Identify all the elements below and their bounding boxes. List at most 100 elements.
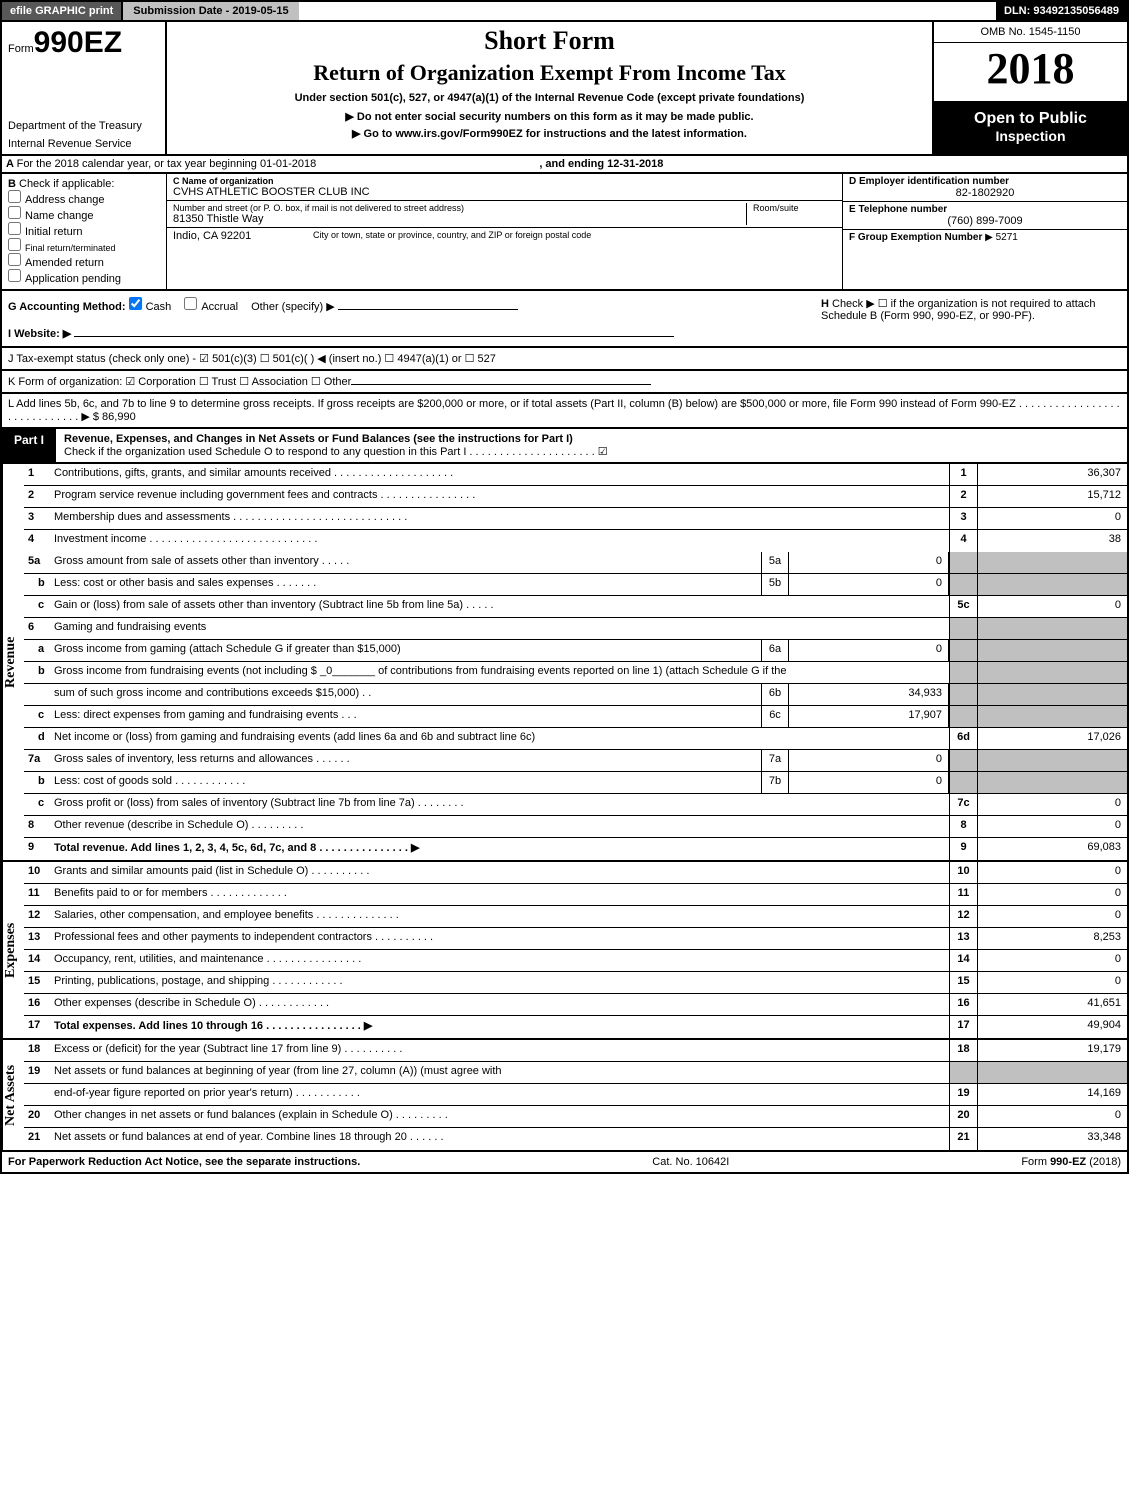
- final-return-label: Final return/terminated: [25, 243, 116, 253]
- line-val: 36,307: [977, 464, 1127, 485]
- efile-print-button[interactable]: efile GRAPHIC print: [2, 2, 123, 20]
- accounting-method-label: G Accounting Method:: [8, 301, 126, 313]
- line-5b-midv: 0: [789, 574, 949, 595]
- line-5a-desc: Gross amount from sale of assets other t…: [52, 552, 761, 573]
- line-6b-num: b: [24, 662, 52, 683]
- shade: [977, 684, 1127, 705]
- gross-receipts-note: L Add lines 5b, 6c, and 7b to line 9 to …: [8, 398, 1120, 423]
- line-rnum: 11: [949, 884, 977, 905]
- part-1-label: Part I: [2, 429, 56, 462]
- line-6b-midv: 34,933: [789, 684, 949, 705]
- tax-exempt-status: J Tax-exempt status (check only one) - ☑…: [8, 353, 496, 365]
- amended-return-checkbox[interactable]: [8, 253, 21, 266]
- line-val: 49,904: [977, 1016, 1127, 1038]
- shade: [949, 552, 977, 573]
- line-num: 1: [24, 464, 52, 485]
- final-return-checkbox[interactable]: [8, 238, 21, 251]
- line-desc: Benefits paid to or for members . . . . …: [52, 884, 949, 905]
- line-desc: Program service revenue including govern…: [52, 486, 949, 507]
- other-org-input[interactable]: [351, 384, 651, 385]
- line-8-val: 0: [977, 816, 1127, 837]
- line-desc: Membership dues and assessments . . . . …: [52, 508, 949, 529]
- line-num: 4: [24, 530, 52, 552]
- line-desc: Net assets or fund balances at end of ye…: [52, 1128, 949, 1150]
- line-7c-val: 0: [977, 794, 1127, 815]
- check-applicable-label: Check if applicable:: [19, 178, 114, 190]
- line-6d-val: 17,026: [977, 728, 1127, 749]
- line-5c-num: c: [24, 596, 52, 617]
- accrual-checkbox[interactable]: [184, 297, 197, 310]
- shade: [949, 640, 977, 661]
- line-6d-rnum: 6d: [949, 728, 977, 749]
- shade: [977, 662, 1127, 683]
- name-change-checkbox[interactable]: [8, 206, 21, 219]
- under-section: Under section 501(c), 527, or 4947(a)(1)…: [173, 92, 926, 104]
- line-num: 13: [24, 928, 52, 949]
- dln-label: DLN: 93492135056489: [996, 2, 1127, 20]
- line-num: 21: [24, 1128, 52, 1150]
- shade: [949, 574, 977, 595]
- line-7b-num: b: [24, 772, 52, 793]
- form-number: 990EZ: [34, 26, 122, 59]
- application-pending-checkbox[interactable]: [8, 269, 21, 282]
- line-num: 3: [24, 508, 52, 529]
- group-exemption-value: ▶ 5271: [985, 232, 1018, 243]
- initial-return-checkbox[interactable]: [8, 222, 21, 235]
- line-num: 19: [24, 1062, 52, 1083]
- line-num: 20: [24, 1106, 52, 1127]
- website-input[interactable]: [74, 336, 674, 337]
- expenses-section: Expenses 10Grants and similar amounts pa…: [0, 862, 1129, 1040]
- phone-label: E Telephone number: [849, 204, 947, 215]
- line-7b-desc: Less: cost of goods sold . . . . . . . .…: [52, 772, 761, 793]
- section-j: J Tax-exempt status (check only one) - ☑…: [0, 348, 1129, 371]
- line-rnum: 19: [949, 1084, 977, 1105]
- amended-return-label: Amended return: [25, 257, 104, 269]
- cat-no: Cat. No. 10642I: [652, 1156, 729, 1168]
- line-5a-midv: 0: [789, 552, 949, 573]
- line-7a-midn: 7a: [761, 750, 789, 771]
- shade: [949, 618, 977, 639]
- shade: [977, 706, 1127, 727]
- line-6b-midn: 6b: [761, 684, 789, 705]
- line-7a-num: 7a: [24, 750, 52, 771]
- shade: [977, 750, 1127, 771]
- line-9-num: 9: [24, 838, 52, 860]
- inspection-label: Inspection: [995, 128, 1065, 144]
- line-8-rnum: 8: [949, 816, 977, 837]
- ein-value: 82-1802920: [849, 187, 1121, 199]
- line-desc: Contributions, gifts, grants, and simila…: [52, 464, 949, 485]
- section-b-through-f: B Check if applicable: Address change Na…: [0, 174, 1129, 291]
- goto-link[interactable]: ▶ Go to www.irs.gov/Form990EZ for instru…: [173, 127, 926, 140]
- line-rnum: 10: [949, 862, 977, 883]
- ein-label: D Employer identification number: [849, 176, 1009, 187]
- line-desc: Total expenses. Add lines 10 through 16 …: [52, 1016, 949, 1038]
- line-val: 19,179: [977, 1040, 1127, 1061]
- line-9-desc: Total revenue. Add lines 1, 2, 3, 4, 5c,…: [52, 838, 949, 860]
- line-desc: end-of-year figure reported on prior yea…: [52, 1084, 949, 1105]
- omb-number: OMB No. 1545-1150: [934, 22, 1127, 43]
- other-method-label: Other (specify) ▶: [251, 301, 335, 313]
- form-ref: Form 990-EZ (2018): [1021, 1156, 1121, 1168]
- address-change-checkbox[interactable]: [8, 190, 21, 203]
- expenses-side-label: Expenses: [2, 862, 24, 1038]
- phone-value: (760) 899-7009: [849, 215, 1121, 227]
- line-6c-midn: 6c: [761, 706, 789, 727]
- line-val: 38: [977, 530, 1127, 552]
- line-6c-desc: Less: direct expenses from gaming and fu…: [52, 706, 761, 727]
- city-label: City or town, state or province, country…: [293, 230, 591, 242]
- shade: [977, 574, 1127, 595]
- line-6c-num: c: [24, 706, 52, 727]
- form-prefix: Form: [8, 43, 34, 55]
- other-method-input[interactable]: [338, 309, 518, 310]
- line-val: 0: [977, 862, 1127, 883]
- line-val: 14,169: [977, 1084, 1127, 1105]
- line-rnum: 18: [949, 1040, 977, 1061]
- line-desc: Other changes in net assets or fund bala…: [52, 1106, 949, 1127]
- shade: [977, 618, 1127, 639]
- line-val: 0: [977, 972, 1127, 993]
- line-val: 33,348: [977, 1128, 1127, 1150]
- shade: [949, 772, 977, 793]
- cash-checkbox[interactable]: [129, 297, 142, 310]
- dept-treasury: Department of the Treasury: [8, 120, 159, 132]
- line-6a-midn: 6a: [761, 640, 789, 661]
